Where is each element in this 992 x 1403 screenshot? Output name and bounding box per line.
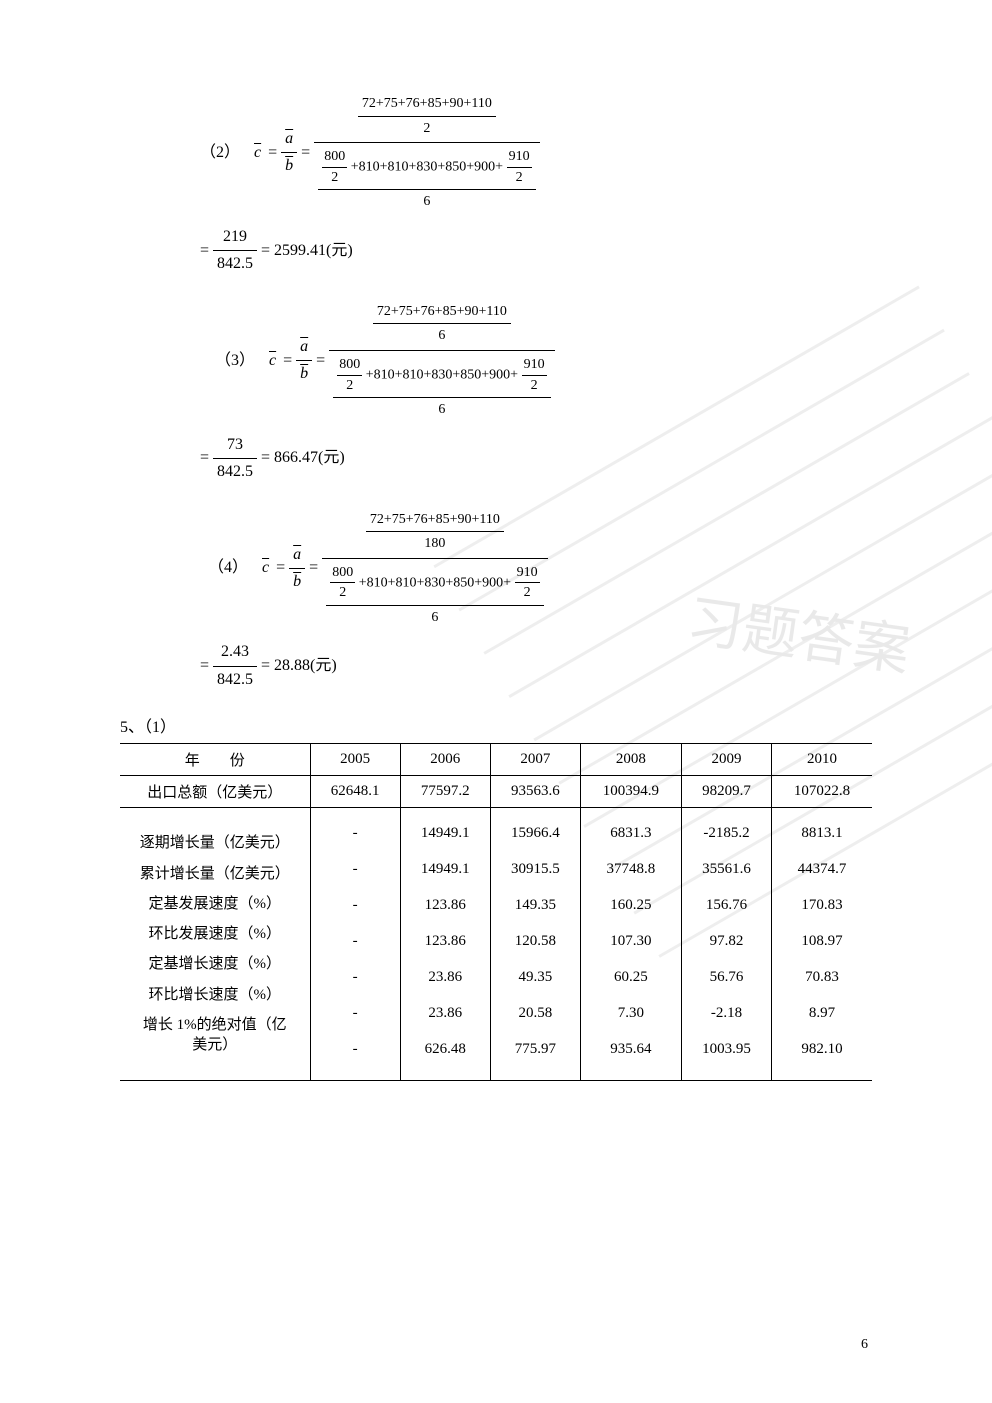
- eq3-label: （3）: [215, 350, 255, 372]
- cell: 149.35: [497, 887, 574, 923]
- cell: 108.97: [778, 923, 866, 959]
- page-number: 6: [861, 1337, 868, 1353]
- header-year: 年 份: [120, 744, 310, 776]
- cell: -: [317, 923, 394, 959]
- cell: 56.76: [688, 959, 765, 995]
- eq2-label: （2）: [200, 142, 240, 164]
- year-col: 2009: [681, 744, 771, 776]
- table-row-total: 出口总额（亿美元） 62648.1 77597.2 93563.6 100394…: [120, 776, 872, 808]
- year-col: 2005: [310, 744, 400, 776]
- cell: 626.48: [407, 1031, 484, 1067]
- table-header-row: 年 份 2005 2006 2007 2008 2009 2010: [120, 744, 872, 776]
- page-content: （2） c = a b = 72+75+76+85+90+110 2: [120, 90, 872, 1081]
- cell: 775.97: [497, 1031, 574, 1067]
- equation-3: （3） c = ab = 72+75+76+85+90+110 6 80: [215, 298, 872, 486]
- cell: 170.83: [778, 887, 866, 923]
- equation-2: （2） c = a b = 72+75+76+85+90+110 2: [200, 90, 872, 278]
- eq3-big-fraction: 72+75+76+85+90+110 6 8002 +810+810+830+8…: [329, 298, 554, 424]
- eq3-result: = 73 842.5 = 866.47(元): [200, 432, 872, 486]
- cell: 44374.7: [778, 851, 866, 887]
- cell: 6831.3: [587, 815, 675, 851]
- section-5-label: 5、（1）: [120, 713, 872, 737]
- eq4-big-fraction: 72+75+76+85+90+110 180 8002 +810+810+830…: [322, 506, 547, 632]
- eq2-cbar: c: [254, 142, 261, 164]
- cell: -: [317, 887, 394, 923]
- year-col: 2006: [400, 744, 490, 776]
- row-label: 累计增长量（亿美元）: [140, 859, 290, 889]
- cell: -2185.2: [688, 815, 765, 851]
- export-table: 年 份 2005 2006 2007 2008 2009 2010 出口总额（亿…: [120, 743, 872, 1081]
- cell: 23.86: [407, 995, 484, 1031]
- year-col: 2007: [490, 744, 580, 776]
- eq2-result: = 219 842.5 = 2599.41(元): [200, 224, 872, 278]
- cell: 30915.5: [497, 851, 574, 887]
- row-label: 定基发展速度（%）: [149, 889, 282, 919]
- row-label: 逐期增长量（亿美元）: [140, 828, 290, 858]
- cell: 160.25: [587, 887, 675, 923]
- row-label: 环比发展速度（%）: [149, 919, 282, 949]
- cell: 8813.1: [778, 815, 866, 851]
- cell: 123.86: [407, 923, 484, 959]
- row-label: 美元）: [192, 1035, 237, 1060]
- eq2-big-fraction: 72+75+76+85+90+110 2 8002 +810+810+830+8…: [314, 90, 539, 216]
- cell: 70.83: [778, 959, 866, 995]
- year-col: 2008: [580, 744, 681, 776]
- cell: 23.86: [407, 959, 484, 995]
- cell: -2.18: [688, 995, 765, 1031]
- cell: 20.58: [497, 995, 574, 1031]
- eq4-result: = 2.43 842.5 = 28.88(元): [200, 639, 872, 693]
- cell: -: [317, 1031, 394, 1067]
- cell: 37748.8: [587, 851, 675, 887]
- cell: 8.97: [778, 995, 866, 1031]
- cell: -: [317, 959, 394, 995]
- cell: 97.82: [688, 923, 765, 959]
- eq4-label: （4）: [208, 557, 248, 579]
- equation-4: （4） c = ab = 72+75+76+85+90+110 180: [208, 506, 872, 694]
- cell: -: [317, 815, 394, 851]
- row-label: 环比增长速度（%）: [149, 980, 282, 1010]
- cell: 935.64: [587, 1031, 675, 1067]
- cell: 982.10: [778, 1031, 866, 1067]
- cell: 35561.6: [688, 851, 765, 887]
- year-col: 2010: [772, 744, 872, 776]
- eq2-abar-over-bbar: a b: [281, 126, 297, 180]
- row-label: 增长 1%的绝对值（亿: [143, 1010, 287, 1035]
- cell: 120.58: [497, 923, 574, 959]
- cell: 49.35: [497, 959, 574, 995]
- cell: 7.30: [587, 995, 675, 1031]
- cell: -: [317, 995, 394, 1031]
- table-row-metrics: 逐期增长量（亿美元） 累计增长量（亿美元） 定基发展速度（%） 环比发展速度（%…: [120, 808, 872, 1081]
- cell: 14949.1: [407, 851, 484, 887]
- cell: 123.86: [407, 887, 484, 923]
- cell: 107.30: [587, 923, 675, 959]
- cell: 1003.95: [688, 1031, 765, 1067]
- cell: -: [317, 851, 394, 887]
- row-label: 定基增长速度（%）: [149, 949, 282, 979]
- cell: 14949.1: [407, 815, 484, 851]
- cell: 156.76: [688, 887, 765, 923]
- cell: 60.25: [587, 959, 675, 995]
- cell: 15966.4: [497, 815, 574, 851]
